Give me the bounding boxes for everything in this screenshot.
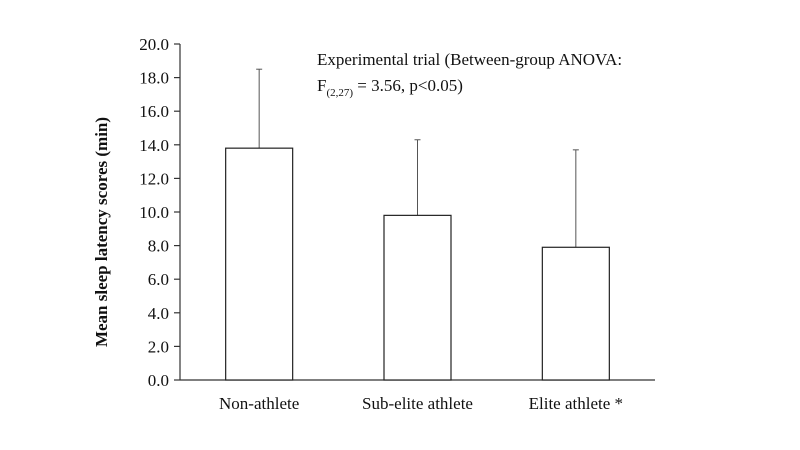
y-tick-label: 16.0: [139, 102, 169, 121]
y-tick-label: 14.0: [139, 136, 169, 155]
bar: [225, 147, 294, 381]
annotation-line1: Experimental trial (Between-group ANOVA:: [317, 50, 622, 69]
y-tick-label: 2.0: [148, 337, 169, 356]
x-category-label: Sub-elite athlete: [362, 394, 473, 413]
bar: [541, 246, 610, 381]
y-tick-label: 12.0: [139, 169, 169, 188]
y-tick-label: 8.0: [148, 237, 169, 256]
annotation-line2: F(2,27) = 3.56, p<0.05): [317, 76, 463, 99]
y-tick-label: 4.0: [148, 304, 169, 323]
x-category-label: Elite athlete *: [529, 394, 623, 413]
y-tick-label: 18.0: [139, 69, 169, 88]
y-tick-label: 20.0: [139, 35, 169, 54]
y-tick-label: 6.0: [148, 270, 169, 289]
x-category-label: Non-athlete: [219, 394, 299, 413]
y-tick-label: 10.0: [139, 203, 169, 222]
plot-area: 0.0 2.0 4.0 6.0 8.0 10.0 12.0 14.0 16.0 18.0 20.0 N…: [139, 35, 655, 413]
y-axis-label: Mean sleep latency scores (min): [92, 117, 111, 347]
annotation-subscript: (2,27): [326, 87, 353, 99]
annotation-stat: = 3.56, p<0.05): [353, 76, 463, 95]
bar: [383, 214, 452, 381]
y-tick-label: 0.0: [148, 371, 169, 390]
annotation-f: F: [317, 76, 326, 95]
